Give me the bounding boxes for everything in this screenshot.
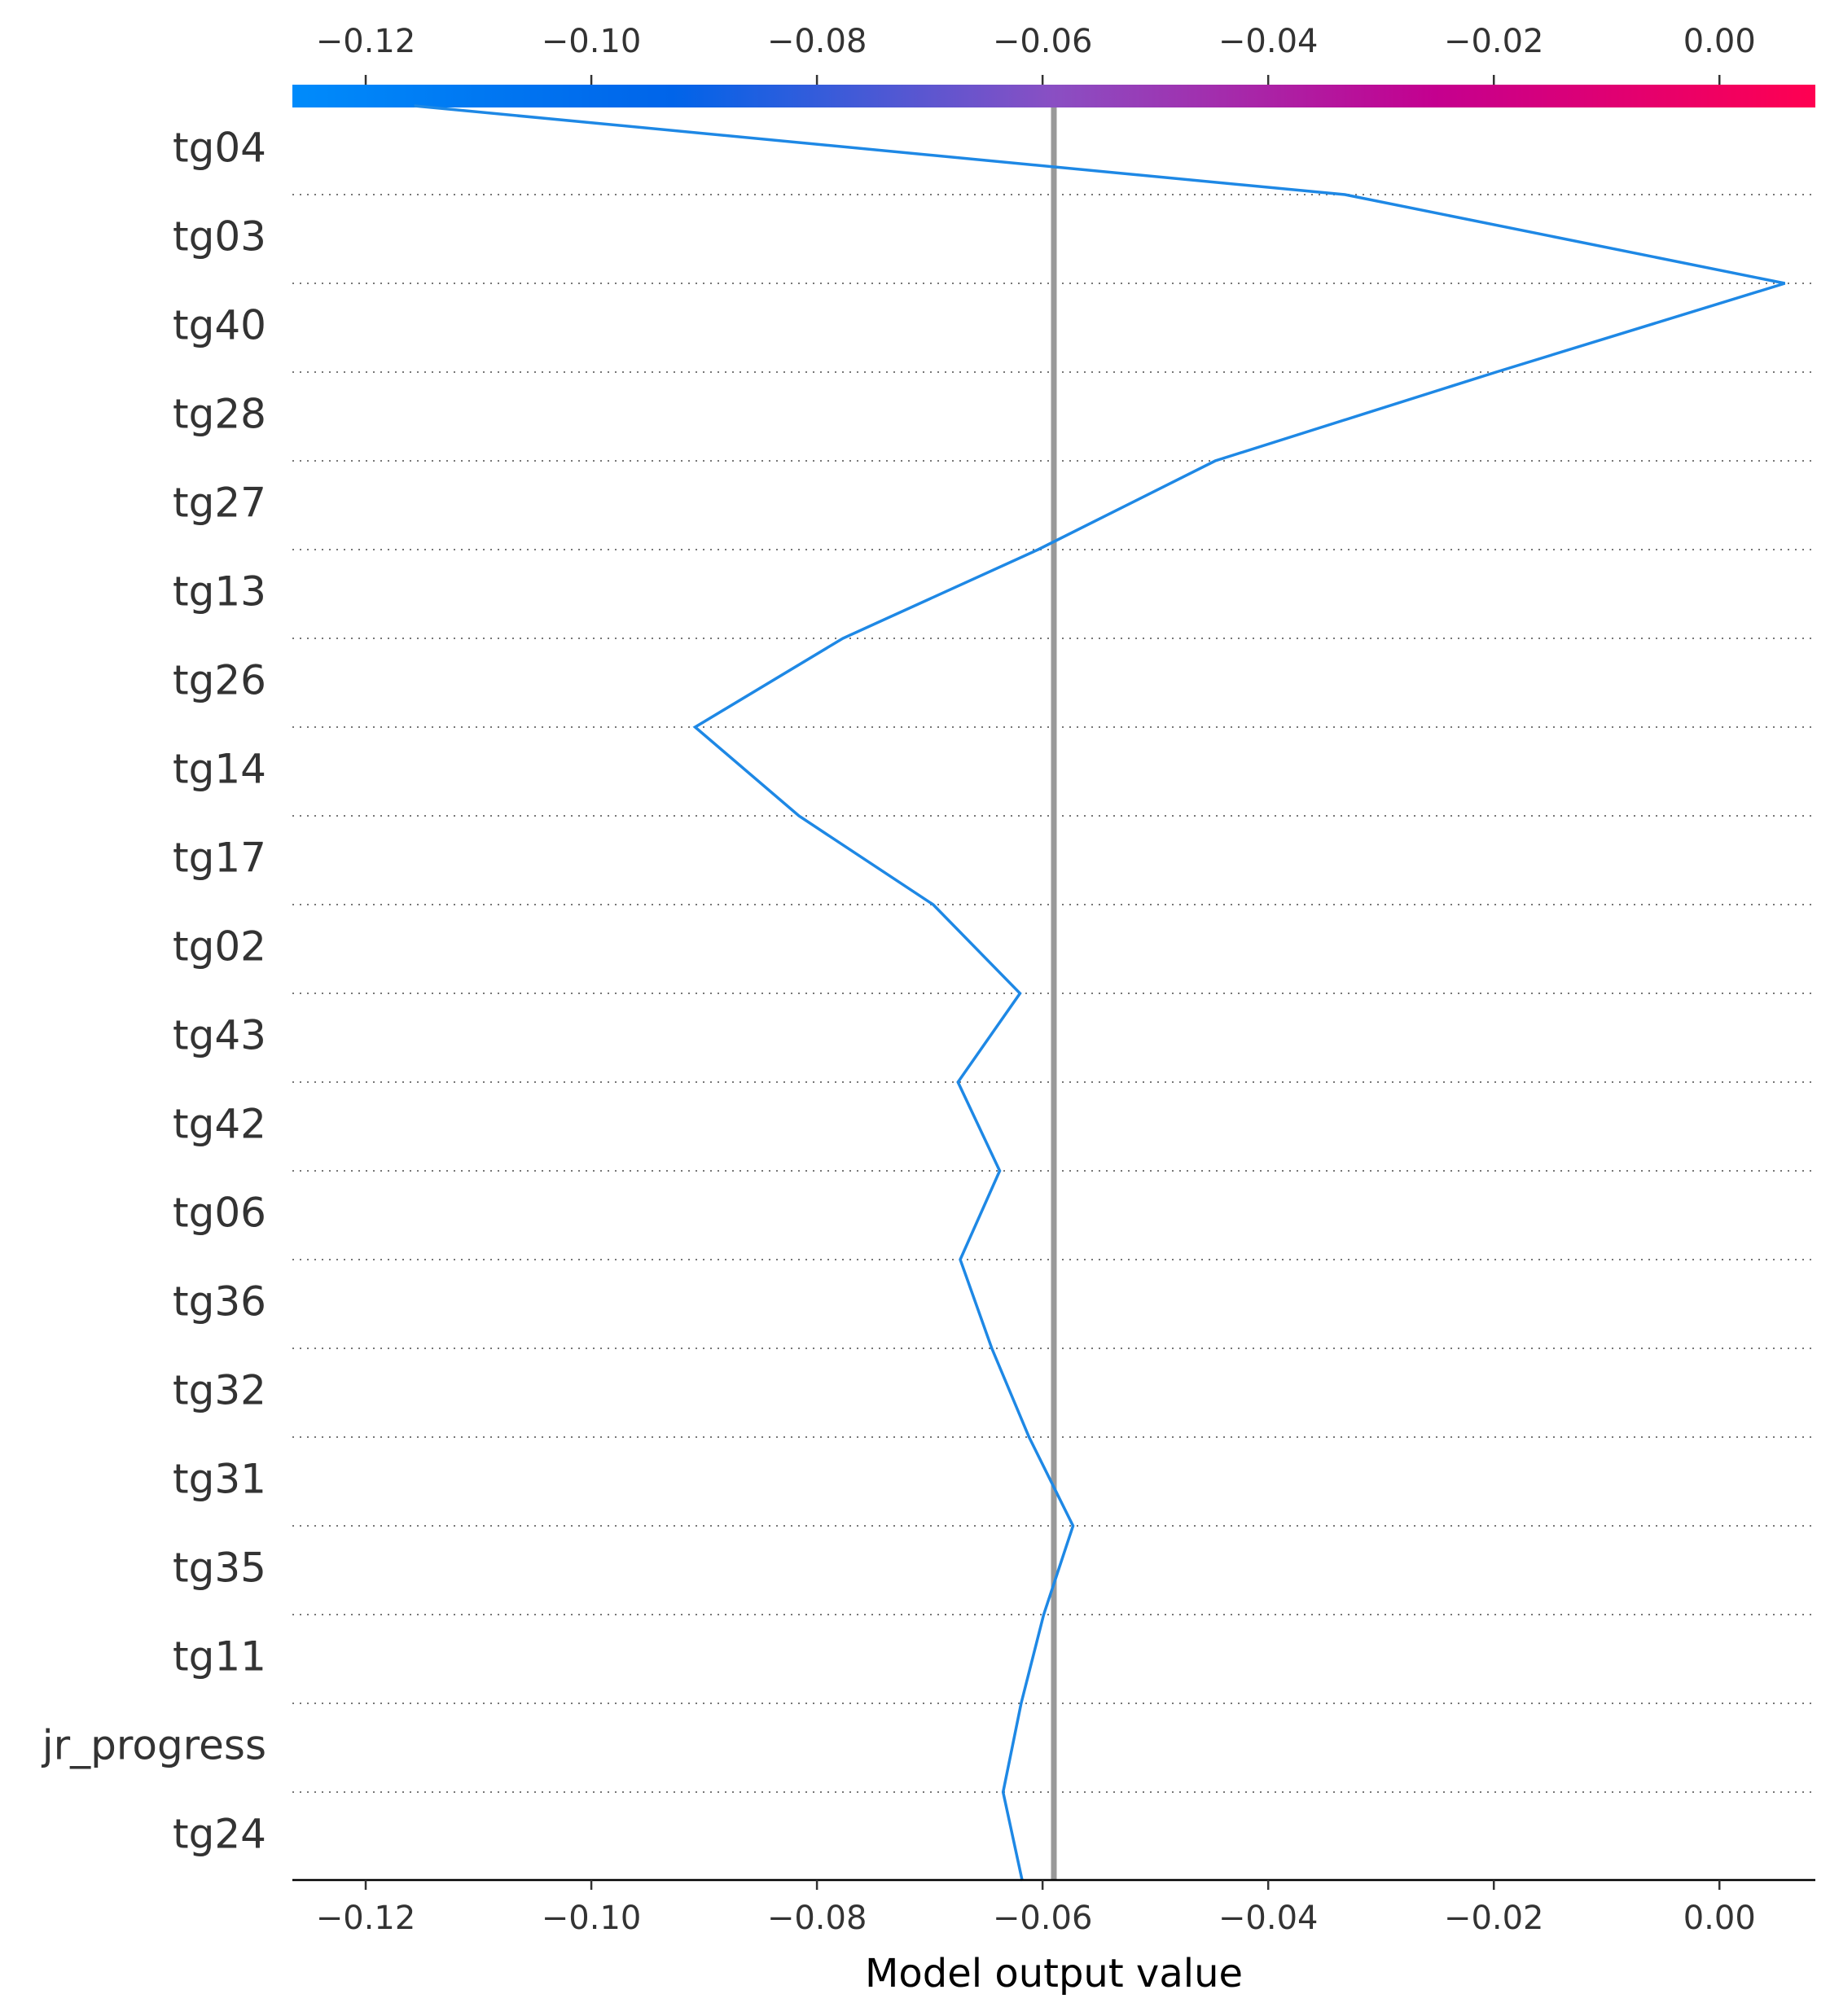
feature-label-tg36: tg36 xyxy=(173,1278,266,1326)
x-tick-label-top: −0.12 xyxy=(316,23,416,60)
x-tick-label-top: −0.02 xyxy=(1444,23,1544,60)
feature-label-tg40: tg40 xyxy=(173,302,266,349)
feature-label-jr-progress: jr_progress xyxy=(42,1722,266,1769)
x-axis-title: Model output value xyxy=(865,1951,1243,1996)
feature-label-tg28: tg28 xyxy=(173,391,266,438)
feature-label-tg04: tg04 xyxy=(173,125,266,172)
feature-labels: tg04 tg03 tg40 tg28 tg27 tg13 tg26 tg14 tg17 tg02… xyxy=(42,125,266,1858)
feature-label-tg27: tg27 xyxy=(173,480,266,527)
x-tick-label-bottom: −0.04 xyxy=(1218,1900,1319,1937)
feature-label-tg32: tg32 xyxy=(173,1367,266,1414)
feature-label-tg03: tg03 xyxy=(173,213,266,261)
colorbar xyxy=(292,85,1815,107)
decision-path-line xyxy=(414,104,1786,1882)
x-tick-label-bottom: −0.12 xyxy=(316,1900,416,1937)
feature-label-tg17: tg17 xyxy=(173,835,266,882)
feature-label-tg02: tg02 xyxy=(173,923,266,971)
x-tick-label-top: −0.08 xyxy=(767,23,867,60)
feature-label-tg43: tg43 xyxy=(173,1012,266,1059)
grid-lines xyxy=(292,194,1815,1793)
x-tick-label-bottom: −0.08 xyxy=(767,1900,867,1937)
feature-label-tg24: tg24 xyxy=(173,1811,266,1858)
feature-label-tg26: tg26 xyxy=(173,657,266,704)
feature-label-tg13: tg13 xyxy=(173,568,266,616)
x-tick-label-top: 0.00 xyxy=(1683,23,1756,60)
x-tick-label-bottom: −0.02 xyxy=(1444,1900,1544,1937)
feature-label-tg42: tg42 xyxy=(173,1101,266,1148)
x-axes: −0.12 −0.12 −0.10 −0.10 −0.08 −0.08 −0.06 −0.06… xyxy=(292,23,1815,1937)
x-tick-label-bottom: 0.00 xyxy=(1683,1900,1756,1937)
x-tick-label-bottom: −0.10 xyxy=(542,1900,642,1937)
feature-label-tg31: tg31 xyxy=(173,1456,266,1503)
feature-label-tg11: tg11 xyxy=(173,1633,266,1681)
x-tick-label-top: −0.04 xyxy=(1218,23,1319,60)
feature-label-tg14: tg14 xyxy=(173,746,266,793)
feature-label-tg06: tg06 xyxy=(173,1190,266,1237)
feature-label-tg35: tg35 xyxy=(173,1545,266,1592)
x-tick-label-top: −0.06 xyxy=(993,23,1093,60)
x-tick-label-bottom: −0.06 xyxy=(993,1900,1093,1937)
x-tick-label-top: −0.10 xyxy=(542,23,642,60)
